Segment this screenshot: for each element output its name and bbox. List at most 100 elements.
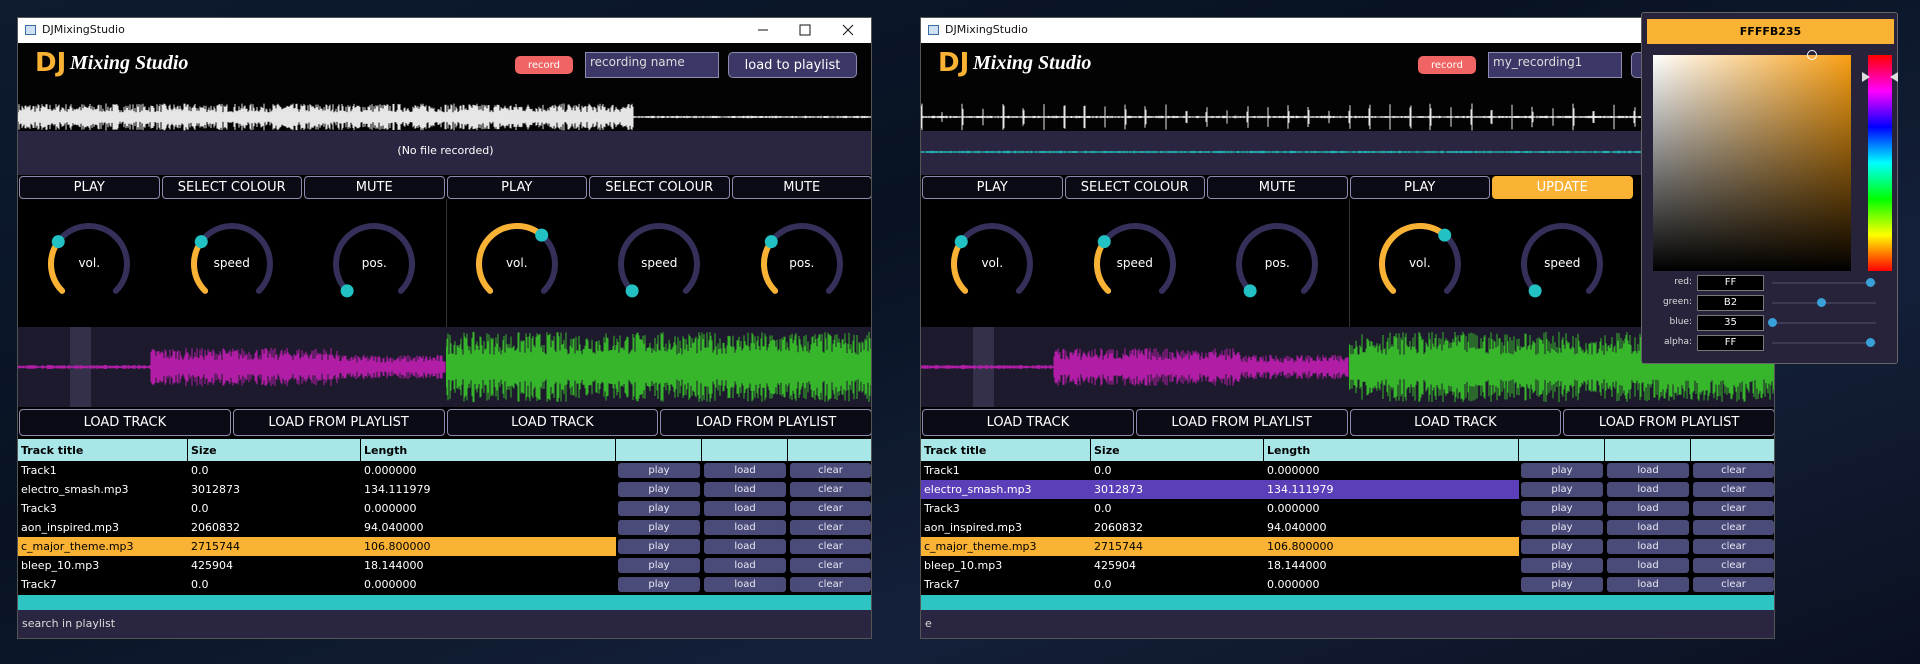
deck-button[interactable]: SELECT COLOUR	[1064, 176, 1205, 199]
knob	[760, 223, 843, 294]
table-cell: 2715744	[191, 540, 240, 553]
row-action-button[interactable]: clear	[1693, 520, 1774, 535]
row-action-button[interactable]: load	[704, 463, 786, 478]
row-action-button[interactable]: load	[704, 501, 786, 516]
deck-button[interactable]: PLAY	[446, 176, 587, 199]
row-action-button[interactable]: load	[1607, 501, 1689, 516]
load-button[interactable]: LOAD TRACK	[922, 409, 1134, 436]
table-cell: 0.0	[1094, 464, 1112, 477]
deck-button[interactable]: PLAY	[922, 176, 1063, 199]
row-action-button[interactable]: clear	[790, 520, 871, 535]
load-button[interactable]: LOAD TRACK	[446, 409, 659, 436]
table-cell: 0.0	[1094, 578, 1112, 591]
field-input[interactable]: 35	[1697, 315, 1764, 331]
row-action-button[interactable]: load	[1607, 482, 1689, 497]
row-action-button[interactable]: load	[704, 577, 786, 592]
row-action-button[interactable]: clear	[1693, 558, 1774, 573]
row-action-button[interactable]: play	[618, 482, 700, 497]
row-action-button[interactable]: play	[1521, 558, 1603, 573]
table-cell: 0.000000	[364, 464, 417, 477]
row-action-button[interactable]: play	[1521, 482, 1603, 497]
row-action-button[interactable]: play	[618, 463, 700, 478]
slider-thumb[interactable]	[1817, 298, 1826, 307]
record-button[interactable]: record	[1418, 56, 1476, 74]
knob-label: pos.	[1264, 256, 1290, 270]
deck-button[interactable]: UPDATE	[1492, 176, 1633, 199]
row-action-button[interactable]: clear	[1693, 501, 1774, 516]
row-action-button[interactable]: load	[704, 558, 786, 573]
saturation-square[interactable]	[1653, 55, 1851, 271]
search-input[interactable]: e	[921, 610, 1774, 638]
row-action-button[interactable]: clear	[1693, 463, 1774, 478]
row-action-button[interactable]: play	[618, 558, 700, 573]
slider-thumb[interactable]	[1866, 338, 1875, 347]
row-action-button[interactable]: load	[704, 539, 786, 554]
slider-track	[1772, 322, 1876, 324]
row-highlight	[18, 537, 616, 556]
row-action-button[interactable]: play	[1521, 539, 1603, 554]
row-action-button[interactable]: clear	[1693, 539, 1774, 554]
row-action-button[interactable]: play	[1521, 520, 1603, 535]
deck-button[interactable]: PLAY	[1349, 176, 1490, 199]
recording-name-input[interactable]: recording name	[585, 52, 719, 78]
field-input[interactable]: FF	[1697, 335, 1764, 351]
row-action-button[interactable]: load	[1607, 558, 1689, 573]
row-action-button[interactable]: clear	[790, 501, 871, 516]
deck-button[interactable]: SELECT COLOUR	[161, 176, 302, 199]
slider-thumb[interactable]	[1866, 278, 1875, 287]
load-button[interactable]: LOAD TRACK	[1349, 409, 1562, 436]
row-action-button[interactable]: clear	[790, 539, 871, 554]
row-action-button[interactable]: clear	[790, 463, 871, 478]
table-cell: c_major_theme.mp3	[924, 540, 1037, 553]
deck-button[interactable]: MUTE	[304, 176, 445, 199]
row-action-button[interactable]: load	[704, 520, 786, 535]
row-action-button[interactable]: play	[618, 501, 700, 516]
load-to-playlist-button[interactable]: load to playlist	[728, 52, 857, 78]
hex-bar[interactable]: FFFFB235	[1647, 19, 1894, 44]
deck-button[interactable]: MUTE	[1207, 176, 1348, 199]
header-cell: Size	[1091, 439, 1264, 461]
row-action-button[interactable]: clear	[790, 577, 871, 592]
row-action-button[interactable]: clear	[1693, 577, 1774, 592]
load-button[interactable]: LOAD FROM PLAYLIST	[232, 409, 445, 436]
deck-button[interactable]: MUTE	[731, 176, 871, 199]
table-cell: bleep_10.mp3	[924, 559, 1003, 572]
search-input[interactable]: search in playlist	[18, 610, 871, 638]
row-action-button[interactable]: clear	[1693, 482, 1774, 497]
knob-thumb	[52, 235, 66, 249]
row-action-button[interactable]: clear	[790, 482, 871, 497]
row-action-button[interactable]: load	[1607, 520, 1689, 535]
row-action-button[interactable]: load	[1607, 463, 1689, 478]
row-action-button[interactable]: play	[1521, 463, 1603, 478]
row-action-button[interactable]: load	[1607, 539, 1689, 554]
field-input[interactable]: FF	[1697, 275, 1764, 291]
row-action-button[interactable]: load	[704, 482, 786, 497]
knob-thumb	[1437, 228, 1451, 242]
field-input[interactable]: B2	[1697, 295, 1764, 311]
deck-button[interactable]: PLAY	[19, 176, 160, 199]
recording-name-input[interactable]: my_recording1	[1488, 52, 1622, 78]
load-button[interactable]: LOAD FROM PLAYLIST	[1135, 409, 1348, 436]
table-cell: 0.0	[191, 502, 209, 515]
record-button[interactable]: record	[515, 56, 573, 74]
row-action-button[interactable]: play	[1521, 577, 1603, 592]
row-action-button[interactable]: play	[1521, 501, 1603, 516]
load-button[interactable]: LOAD FROM PLAYLIST	[1563, 409, 1774, 436]
table-cell: 425904	[191, 559, 233, 572]
row-action-button[interactable]: clear	[790, 558, 871, 573]
table-row: aon_inspired.mp3 2060832 94.040000 play load…	[921, 518, 1774, 537]
load-button[interactable]: LOAD FROM PLAYLIST	[660, 409, 871, 436]
hue-strip[interactable]	[1868, 55, 1892, 271]
deck-button[interactable]: SELECT COLOUR	[589, 176, 730, 199]
row-action-button[interactable]: play	[618, 577, 700, 592]
table-cell: bleep_10.mp3	[21, 559, 100, 572]
slider-track	[1772, 282, 1876, 284]
load-button[interactable]: LOAD TRACK	[19, 409, 231, 436]
status-band: (No file recorded)	[18, 131, 871, 175]
table-cell: Track3	[924, 502, 960, 515]
row-action-button[interactable]: play	[618, 520, 700, 535]
slider-thumb[interactable]	[1768, 318, 1777, 327]
row-action-button[interactable]: load	[1607, 577, 1689, 592]
row-action-button[interactable]: play	[618, 539, 700, 554]
deck-1-waveform	[18, 347, 446, 387]
